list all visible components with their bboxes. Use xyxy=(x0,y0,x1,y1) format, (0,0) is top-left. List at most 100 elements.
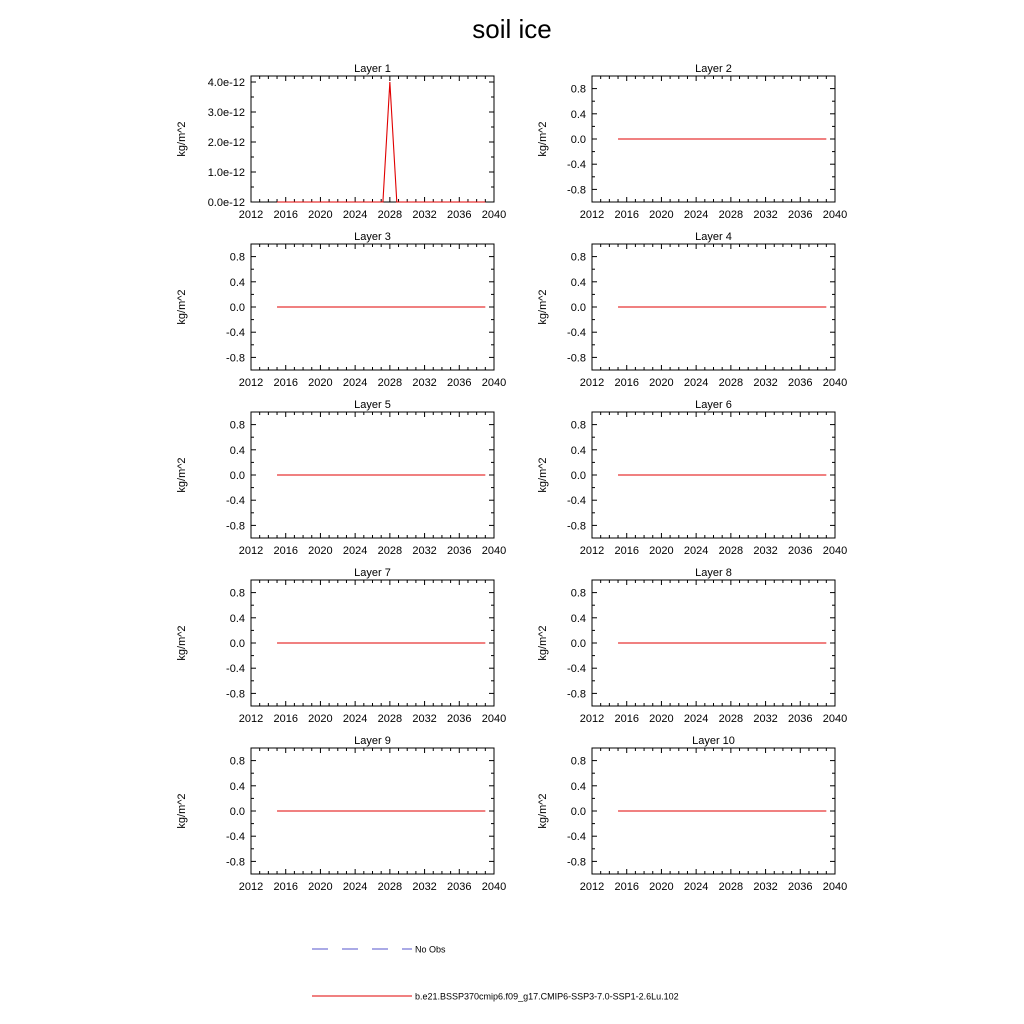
y-tick-label: 0.0e-12 xyxy=(208,197,245,209)
x-tick-label: 2032 xyxy=(412,209,436,221)
chart-panel-6: Layer 6 2012 2016 2020 2024 2028 2032 2036 2040 0… xyxy=(537,399,847,557)
y-tick-label: 0.0 xyxy=(571,470,586,482)
y-tick-label: 0.0 xyxy=(230,470,245,482)
y-tick-label: 0.4 xyxy=(571,277,586,289)
y-tick-label: 0.8 xyxy=(230,252,245,264)
x-tick-label: 2016 xyxy=(614,377,638,389)
x-tick-label: 2040 xyxy=(823,545,847,557)
x-tick-label: 2024 xyxy=(343,209,367,221)
x-tick-label: 2016 xyxy=(273,713,297,725)
x-tick-label: 2012 xyxy=(580,713,604,725)
x-tick-label: 2016 xyxy=(273,377,297,389)
y-tick-label: 0.0 xyxy=(571,134,586,146)
x-tick-label: 2020 xyxy=(308,209,332,221)
y-axis-label: kg/m^2 xyxy=(537,793,549,828)
y-tick-label: 0.8 xyxy=(571,252,586,264)
panel-title: Layer 2 xyxy=(695,63,732,75)
panel-title: Layer 7 xyxy=(354,567,391,579)
x-tick-label: 2036 xyxy=(788,377,812,389)
x-tick-label: 2040 xyxy=(482,209,506,221)
y-tick-label: -0.4 xyxy=(567,831,586,843)
y-tick-label: 0.0 xyxy=(571,806,586,818)
series-line xyxy=(277,81,486,203)
x-tick-label: 2012 xyxy=(239,545,263,557)
x-tick-label: 2028 xyxy=(378,377,402,389)
x-tick-label: 2020 xyxy=(649,713,673,725)
x-tick-label: 2020 xyxy=(649,545,673,557)
x-tick-label: 2016 xyxy=(614,713,638,725)
x-tick-label: 2028 xyxy=(378,545,402,557)
panel-title: Layer 5 xyxy=(354,399,391,411)
x-tick-label: 2028 xyxy=(378,209,402,221)
x-tick-label: 2032 xyxy=(753,545,777,557)
x-tick-label: 2020 xyxy=(308,545,332,557)
x-tick-label: 2040 xyxy=(482,881,506,893)
y-axis-label: kg/m^2 xyxy=(176,121,188,156)
y-tick-label: -0.8 xyxy=(567,688,586,700)
y-tick-label: 0.4 xyxy=(571,445,586,457)
y-tick-label: 2.0e-12 xyxy=(208,137,245,149)
chart-panel-10: Layer 10 2012 2016 2020 2024 2028 2032 2036 2040… xyxy=(537,735,847,893)
y-tick-label: 0.4 xyxy=(571,109,586,121)
y-axis-label: kg/m^2 xyxy=(537,457,549,492)
y-tick-label: 0.0 xyxy=(571,302,586,314)
y-tick-label: 0.4 xyxy=(571,613,586,625)
y-tick-label: -0.4 xyxy=(567,495,586,507)
y-axis-label: kg/m^2 xyxy=(176,625,188,660)
x-tick-label: 2024 xyxy=(343,377,367,389)
y-tick-label: 0.4 xyxy=(230,781,245,793)
chart-panel-7: Layer 7 2012 2016 2020 2024 2028 2032 2036 2040 0… xyxy=(176,567,506,725)
x-tick-label: 2036 xyxy=(788,713,812,725)
x-tick-label: 2024 xyxy=(684,209,708,221)
y-tick-label: -0.4 xyxy=(226,495,245,507)
x-tick-label: 2040 xyxy=(823,881,847,893)
x-tick-label: 2028 xyxy=(719,881,743,893)
y-tick-label: 0.0 xyxy=(230,806,245,818)
x-tick-label: 2032 xyxy=(412,545,436,557)
x-tick-label: 2032 xyxy=(412,881,436,893)
chart-panel-8: Layer 8 2012 2016 2020 2024 2028 2032 2036 2040 0… xyxy=(537,567,847,725)
x-tick-label: 2028 xyxy=(378,881,402,893)
y-tick-label: -0.8 xyxy=(226,856,245,868)
y-axis-label: kg/m^2 xyxy=(537,121,549,156)
y-tick-label: -0.8 xyxy=(226,688,245,700)
x-tick-label: 2016 xyxy=(614,545,638,557)
figure-title: soil ice xyxy=(472,14,552,44)
y-tick-label: -0.8 xyxy=(567,520,586,532)
y-tick-label: -0.8 xyxy=(567,856,586,868)
x-tick-label: 2016 xyxy=(614,209,638,221)
x-tick-label: 2012 xyxy=(580,209,604,221)
panel-title: Layer 4 xyxy=(695,231,732,243)
y-tick-label: -0.8 xyxy=(226,520,245,532)
x-tick-label: 2012 xyxy=(580,881,604,893)
panel-title: Layer 9 xyxy=(354,735,391,747)
x-tick-label: 2020 xyxy=(649,209,673,221)
x-tick-label: 2020 xyxy=(649,377,673,389)
y-tick-label: 0.0 xyxy=(230,638,245,650)
y-tick-label: -0.8 xyxy=(567,184,586,196)
y-tick-label: 0.8 xyxy=(571,756,586,768)
y-tick-label: 0.0 xyxy=(571,638,586,650)
y-tick-label: -0.8 xyxy=(226,352,245,364)
chart-panel-4: Layer 4 2012 2016 2020 2024 2028 2032 2036 2040 0… xyxy=(537,231,847,389)
y-tick-label: 0.8 xyxy=(571,420,586,432)
chart-panel-5: Layer 5 2012 2016 2020 2024 2028 2032 2036 2040 0… xyxy=(176,399,506,557)
y-tick-label: -0.4 xyxy=(226,327,245,339)
x-tick-label: 2016 xyxy=(273,881,297,893)
x-tick-label: 2040 xyxy=(823,377,847,389)
y-tick-label: -0.4 xyxy=(226,831,245,843)
x-tick-label: 2032 xyxy=(753,209,777,221)
y-tick-label: 0.8 xyxy=(571,84,586,96)
y-axis-label: kg/m^2 xyxy=(176,289,188,324)
y-tick-label: 0.0 xyxy=(230,302,245,314)
x-tick-label: 2036 xyxy=(788,881,812,893)
x-tick-label: 2036 xyxy=(447,713,471,725)
y-tick-label: 0.4 xyxy=(571,781,586,793)
x-tick-label: 2012 xyxy=(580,377,604,389)
x-tick-label: 2012 xyxy=(580,545,604,557)
y-axis-label: kg/m^2 xyxy=(176,457,188,492)
x-tick-label: 2020 xyxy=(308,377,332,389)
x-tick-label: 2032 xyxy=(753,713,777,725)
y-axis-label: kg/m^2 xyxy=(537,289,549,324)
